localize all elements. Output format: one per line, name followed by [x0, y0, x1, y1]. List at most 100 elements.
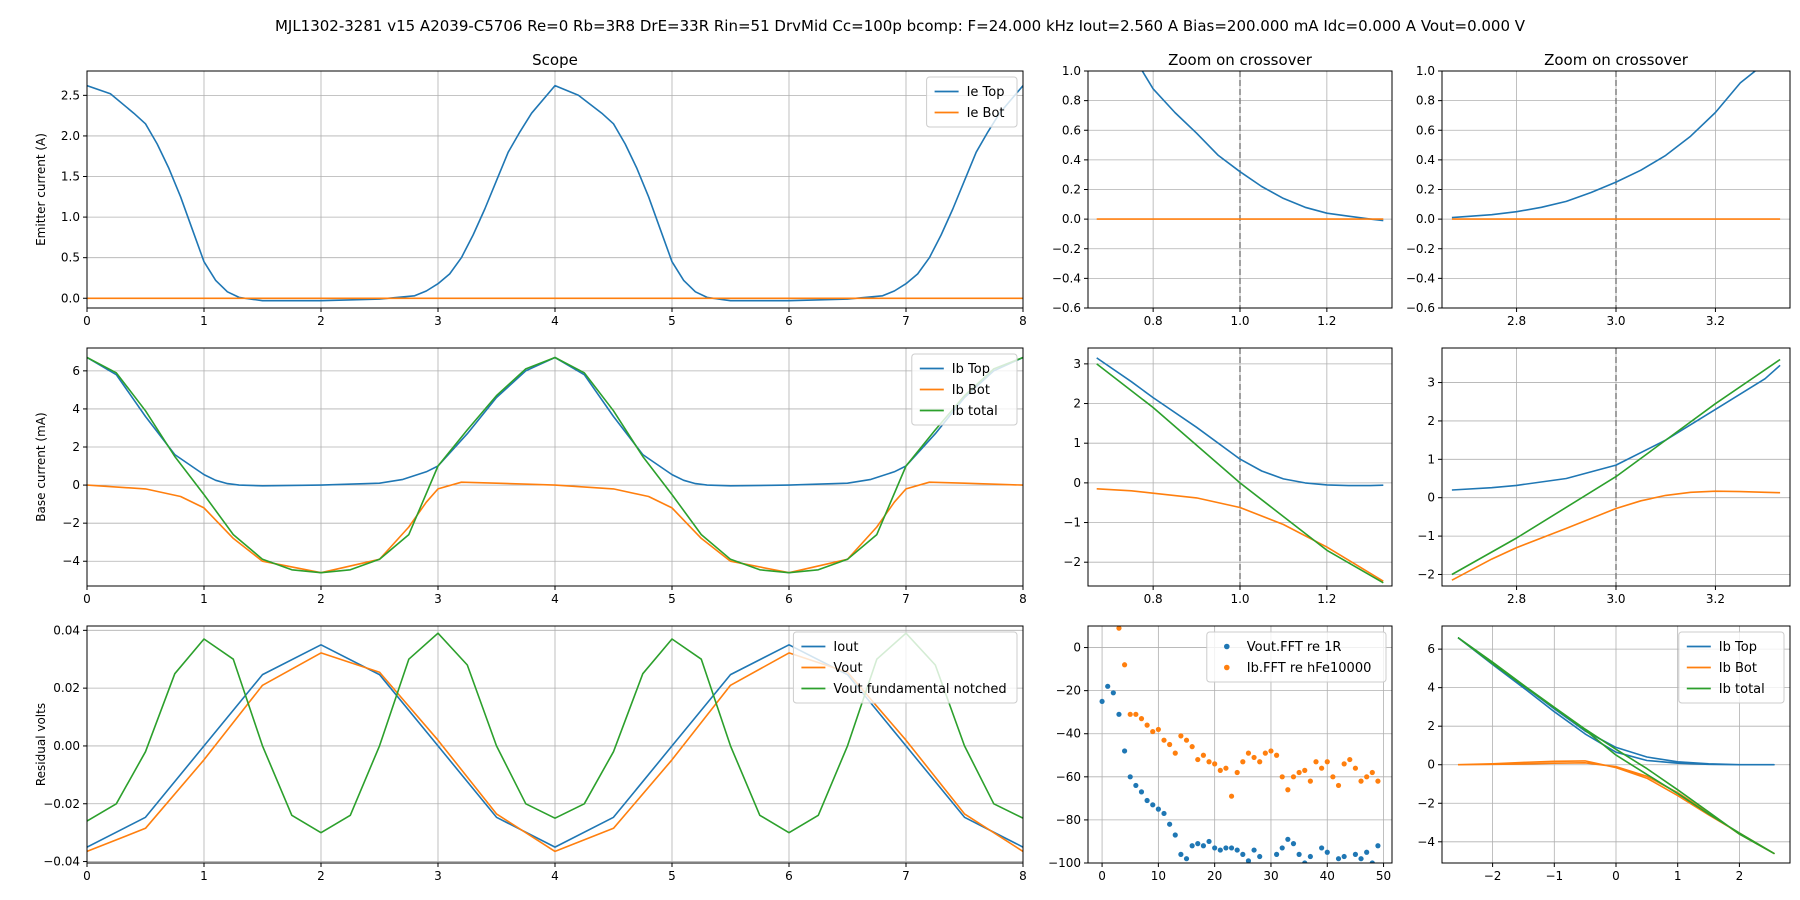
scatter-point-1	[1279, 774, 1285, 780]
x-tick-label: 1.0	[1230, 592, 1249, 606]
y-tick-label: −60	[1056, 770, 1081, 784]
scatter-point-1	[1319, 765, 1325, 771]
x-tick-label: 3.0	[1606, 592, 1625, 606]
scatter-point-1	[1212, 761, 1218, 767]
legend-box	[926, 76, 1018, 128]
y-tick-label: 2	[1427, 414, 1435, 428]
x-tick-label: 1.0	[1230, 314, 1249, 328]
scatter-point-0	[1161, 810, 1167, 817]
subplot-ib-vs-ie: −2 −1 0 1 2 −4 −2 0 2 4 6 Ib Top Ib Bot Ib total	[1417, 625, 1791, 883]
y-tick-label: 3	[1427, 376, 1435, 390]
scatter-point-1	[1223, 765, 1229, 771]
scatter-point-1	[1189, 744, 1195, 750]
y-tick-label: 1.0	[61, 210, 80, 224]
y-tick-label: −2	[1417, 567, 1435, 581]
y-tick-label: −40	[1056, 727, 1081, 741]
scatter-point-1	[1375, 778, 1381, 784]
subplot-zoom-ie-1: 0.8 1.0 1.2 −0.6 −0.4 −0.2 0.0 0.2 0.4 0.6 0.8 1.0 Z…	[1052, 51, 1393, 328]
y-tick-label: −2	[1417, 796, 1435, 810]
legend: Ib Top Ib Bot Ib total	[1678, 631, 1785, 704]
x-tick-label: 3.2	[1706, 592, 1725, 606]
subplot-zoom-ie-3: 2.8 3.0 3.2 −0.6 −0.4 −0.2 0.0 0.2 0.4 0.6 0.8 1.0 Z…	[1406, 51, 1791, 328]
y-tick-label: 0.4	[1416, 153, 1435, 167]
scatter-point-0	[1251, 847, 1257, 853]
y-axis-label: Emitter current (A)	[34, 133, 48, 246]
y-tick-label: −2	[1063, 555, 1081, 569]
subplots: 0 1 2 3 4 5 6 7 8 0.0 0.5 1.0 1.5 2.0 2.5 Scope Emitter …	[34, 51, 1791, 883]
legend-box	[792, 631, 1018, 704]
scatter-point-0	[1155, 806, 1161, 812]
y-tick-label: −2	[62, 516, 80, 530]
legend-label: Ib Top	[1719, 640, 1757, 655]
y-tick-label: 0.6	[1416, 123, 1435, 137]
series-group	[1099, 626, 1381, 863]
scatter-point-1	[1172, 750, 1178, 756]
series-line-0	[1457, 636, 1775, 766]
x-tick-label: 7	[902, 869, 910, 883]
x-tick-label: 50	[1376, 869, 1391, 883]
legend-box	[911, 353, 1018, 426]
legend-marker	[1224, 664, 1230, 671]
y-tick-label: 2.5	[61, 88, 80, 102]
scatter-point-1	[1121, 662, 1128, 668]
x-tick-label: 5	[668, 314, 676, 328]
scatter-point-0	[1273, 851, 1280, 857]
y-axis-label: Residual volts	[34, 703, 48, 786]
x-tick-label: 6	[785, 592, 793, 606]
x-tick-label: 8	[1019, 314, 1027, 328]
y-tick-label: 0	[1073, 476, 1081, 490]
x-tick-label: 2	[317, 314, 325, 328]
subplot-zoom-ib-3: 2.8 3.0 3.2 −2 −1 0 1 2 3	[1417, 347, 1791, 606]
scatter-point-0	[1375, 843, 1381, 849]
x-tick-label: 3	[434, 869, 442, 883]
scatter-point-1	[1257, 759, 1263, 765]
scatter-point-1	[1116, 626, 1122, 631]
legend-label: Vout.FFT re 1R	[1247, 640, 1342, 655]
x-tick-label: 0	[1098, 869, 1106, 883]
scatter-point-1	[1234, 769, 1240, 776]
legend-box	[1206, 631, 1387, 683]
x-tick-label: 1.2	[1317, 592, 1336, 606]
x-tick-label: 7	[902, 592, 910, 606]
y-tick-label: 0.8	[1062, 94, 1081, 108]
scatter-point-1	[1206, 759, 1212, 765]
x-tick-label: 1	[200, 869, 208, 883]
x-tick-label: 0	[83, 314, 91, 328]
series-group	[1451, 358, 1781, 581]
scatter-point-1	[1302, 767, 1308, 773]
y-tick-label: 3	[1073, 357, 1081, 371]
scatter-point-1	[1296, 769, 1302, 776]
y-tick-label: 6	[72, 364, 80, 378]
y-tick-label: 0.2	[1416, 183, 1435, 197]
scatter-point-1	[1228, 793, 1235, 799]
scatter-point-1	[1358, 778, 1364, 784]
scatter-point-0	[1217, 847, 1223, 853]
scatter-point-0	[1138, 789, 1145, 795]
scatter-point-1	[1178, 733, 1184, 739]
scatter-point-1	[1240, 759, 1246, 765]
y-tick-label: 1.0	[1416, 64, 1435, 78]
series-line-0	[1451, 71, 1756, 219]
subplot-scope-resid: 0 1 2 3 4 5 6 7 8 −0.04 −0.02 0.00 0.02 0.04 Residual …	[34, 623, 1027, 883]
scatter-point-0	[1200, 843, 1207, 849]
x-tick-label: −2	[1484, 869, 1502, 883]
y-tick-label: 0.5	[61, 251, 80, 265]
scatter-point-0	[1324, 849, 1330, 855]
legend-label: Ib Bot	[1719, 661, 1757, 676]
scatter-point-1	[1324, 759, 1330, 765]
y-tick-label: 0.0	[1416, 212, 1435, 226]
subplot-title: Zoom on crossover	[1544, 51, 1689, 69]
y-tick-label: −4	[62, 554, 80, 568]
scatter-point-0	[1099, 698, 1105, 705]
scatter-point-0	[1290, 841, 1297, 847]
scatter-point-0	[1319, 845, 1325, 851]
legend: Ie Top Ie Bot	[926, 76, 1018, 128]
legend-label: Ib total	[952, 404, 998, 419]
scatter-point-1	[1133, 711, 1139, 717]
y-tick-label: 0.6	[1062, 123, 1081, 137]
scatter-point-1	[1245, 750, 1252, 756]
subplot-zoom-ib-1: 0.8 1.0 1.2 −2 −1 0 1 2 3	[1063, 347, 1393, 606]
scatter-point-0	[1307, 853, 1313, 860]
y-tick-label: −0.4	[1052, 271, 1081, 285]
y-tick-label: 0.02	[53, 681, 80, 695]
